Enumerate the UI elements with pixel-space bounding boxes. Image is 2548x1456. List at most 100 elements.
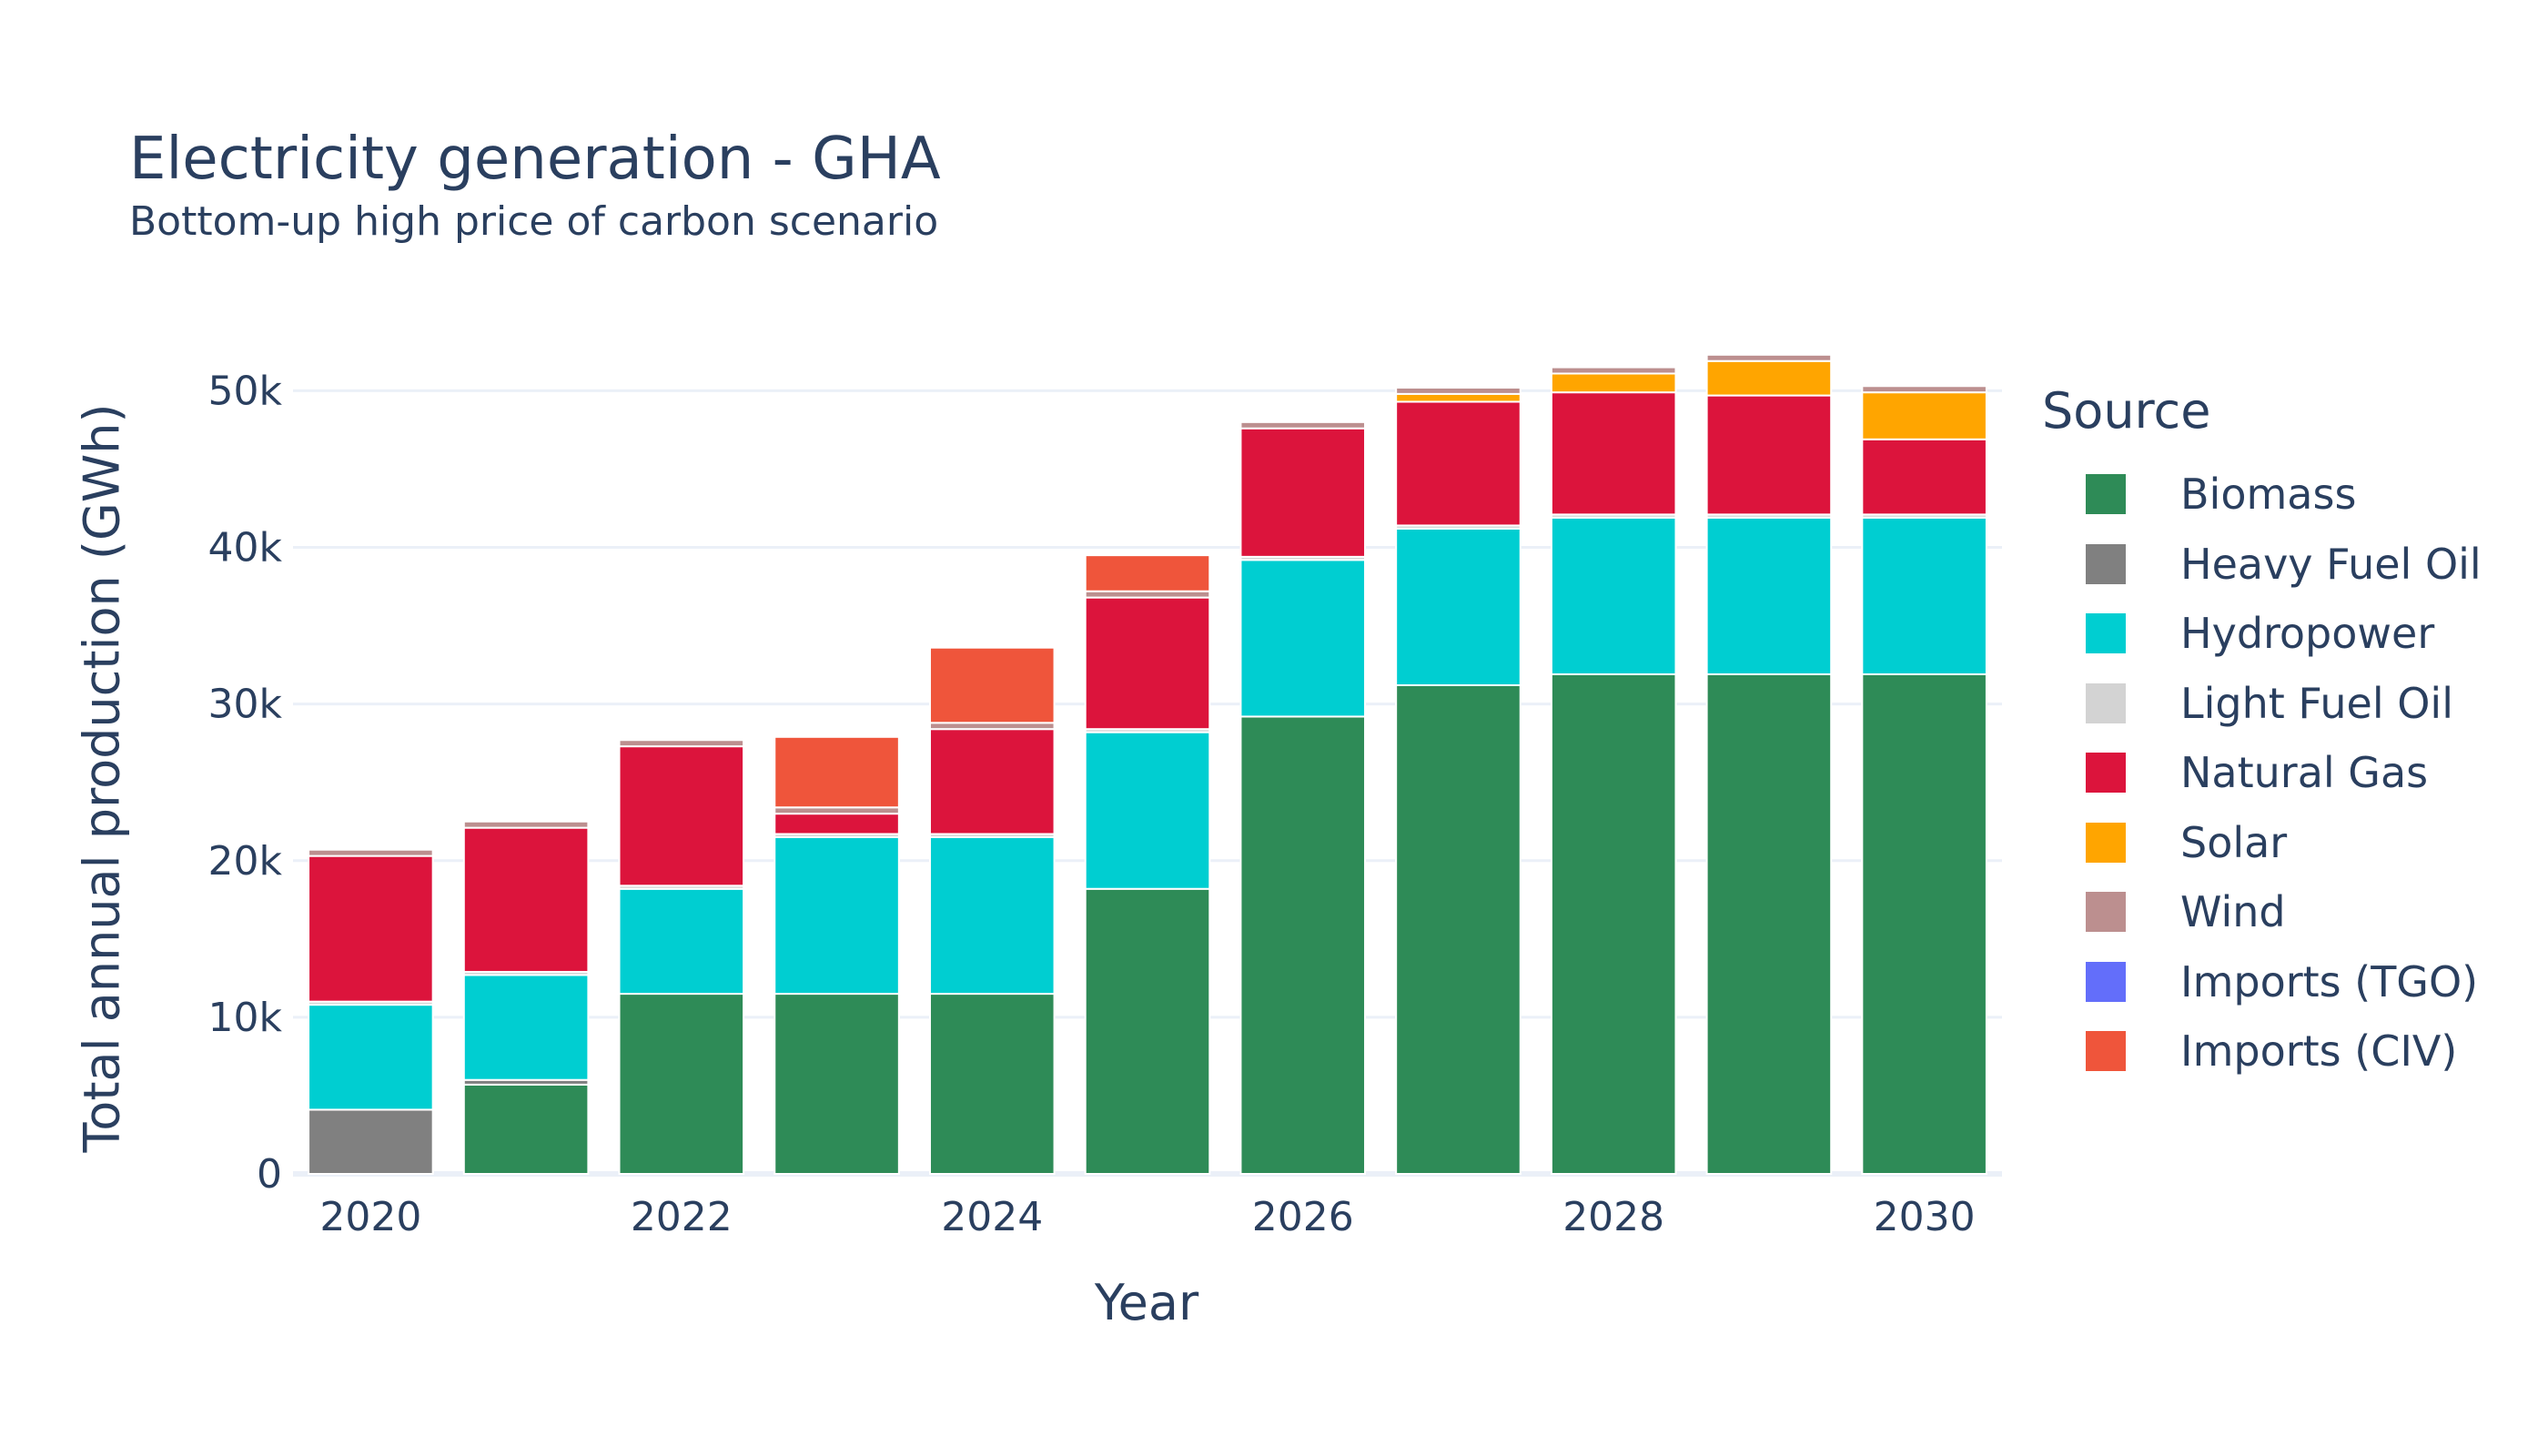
bar-segment-wind-2029 (1705, 353, 1833, 362)
bar-segment-imports-civ-2025 (1084, 554, 1211, 592)
legend-label: Biomass (2180, 470, 2357, 520)
bar-segment-wind-2022 (618, 739, 745, 748)
bar-segment-hydropower-2020 (308, 1004, 434, 1111)
bar-segment-biomass-2027 (1395, 684, 1522, 1175)
legend-item[interactable]: Natural Gas (2042, 738, 2482, 808)
legend-items: Biomass Heavy Fuel Oil Hydropower Light Fue… (2042, 460, 2482, 1087)
legend-label: Imports (TGO) (2180, 956, 2479, 1006)
legend-swatch (2086, 543, 2126, 584)
x-tick-label: 2028 (1562, 1194, 1664, 1240)
chart-title: Electricity generation - GHA (129, 126, 941, 193)
legend-swatch (2086, 753, 2126, 794)
bar-segment-hydropower-2025 (1084, 731, 1211, 890)
bar-segment-natural-gas-2028 (1550, 391, 1677, 516)
bar-segment-biomass-2022 (618, 993, 745, 1175)
x-axis-title: Year (1094, 1274, 1199, 1331)
bar-segment-imports-civ-2024 (928, 646, 1056, 724)
bar-segment-heavy-fuel-oil-2020 (308, 1108, 434, 1176)
legend-swatch (2086, 1031, 2126, 1072)
legend-item[interactable]: Imports (CIV) (2042, 1016, 2482, 1087)
y-tick-labels: 0 10k 20k 30k 40k 50k (208, 368, 283, 1198)
legend-swatch (2086, 961, 2126, 1002)
bar-segment-wind-2026 (1239, 420, 1367, 430)
legend-label: Natural Gas (2180, 748, 2429, 798)
bar-segment-hydropower-2029 (1705, 516, 1833, 675)
bar-segment-natural-gas-2023 (774, 813, 900, 835)
bar-segment-wind-2021 (462, 820, 590, 829)
x-tick-label: 2030 (1874, 1194, 1976, 1240)
bar-segment-solar-2030 (1861, 391, 1987, 440)
bar-segment-hydropower-2022 (618, 887, 745, 996)
legend-swatch (2086, 822, 2126, 863)
chart-subtitle: Bottom-up high price of carbon scenario (129, 198, 939, 245)
bar-segment-wind-2028 (1550, 366, 1677, 375)
bar-segment-biomass-2026 (1239, 715, 1367, 1176)
legend-label: Light Fuel Oil (2180, 678, 2453, 728)
legend-label: Heavy Fuel Oil (2180, 539, 2482, 589)
legend-swatch (2086, 892, 2126, 933)
bar-segment-wind-2020 (308, 848, 434, 857)
bar-segment-wind-2023 (774, 806, 900, 815)
bars (308, 353, 1987, 1176)
legend-item[interactable]: Biomass (2042, 460, 2482, 530)
bar-segment-hydropower-2027 (1395, 527, 1522, 687)
bar-segment-biomass-2024 (928, 993, 1056, 1175)
bar-segment-natural-gas-2021 (462, 826, 590, 973)
y-axis-title: Total annual production (GWh) (73, 403, 131, 1153)
y-tick-label: 0 (257, 1151, 282, 1198)
bar-segment-wind-2024 (928, 722, 1056, 731)
legend-title: Source (2042, 382, 2211, 440)
legend-swatch (2086, 474, 2126, 515)
bar-segment-hydropower-2021 (462, 974, 590, 1081)
bar-segment-biomass-2023 (774, 993, 900, 1175)
bar-segment-solar-2028 (1550, 372, 1677, 394)
bar-segment-hydropower-2026 (1239, 559, 1367, 718)
bar-segment-wind-2027 (1395, 386, 1522, 395)
legend-item[interactable]: Heavy Fuel Oil (2042, 530, 2482, 600)
bar-segment-hydropower-2028 (1550, 516, 1677, 675)
x-tick-label: 2020 (319, 1194, 421, 1240)
bar-segment-natural-gas-2022 (618, 745, 745, 887)
y-tick-label: 10k (208, 995, 283, 1041)
bar-segment-hydropower-2023 (774, 835, 900, 996)
legend-label: Hydropower (2180, 609, 2435, 659)
bar-segment-hydropower-2024 (928, 835, 1056, 996)
bar-segment-natural-gas-2024 (928, 728, 1056, 835)
y-tick-label: 20k (208, 838, 283, 885)
bar-segment-wind-2025 (1084, 590, 1211, 599)
legend-label: Solar (2180, 817, 2288, 867)
bar-segment-biomass-2029 (1705, 672, 1833, 1175)
bar-segment-natural-gas-2025 (1084, 596, 1211, 731)
bar-segment-natural-gas-2027 (1395, 400, 1522, 527)
x-tick-label: 2024 (941, 1194, 1043, 1240)
legend-item[interactable]: Wind (2042, 877, 2482, 947)
bar-segment-natural-gas-2026 (1239, 427, 1367, 558)
bar-segment-wind-2030 (1861, 385, 1987, 394)
bar-segment-solar-2029 (1705, 359, 1833, 397)
bar-segment-biomass-2030 (1861, 672, 1987, 1175)
legend-item[interactable]: Solar (2042, 808, 2482, 878)
x-tick-label: 2022 (631, 1194, 733, 1240)
bar-segment-biomass-2021 (462, 1083, 590, 1176)
legend-swatch (2086, 613, 2126, 654)
bar-segment-solar-2027 (1395, 392, 1522, 403)
bar-segment-biomass-2025 (1084, 887, 1211, 1175)
legend-label: Wind (2180, 887, 2286, 937)
legend-label: Imports (CIV) (2180, 1026, 2458, 1077)
y-tick-label: 30k (208, 682, 283, 728)
bar-segment-biomass-2028 (1550, 672, 1677, 1175)
bar-segment-hydropower-2030 (1861, 516, 1987, 675)
legend-swatch (2086, 682, 2126, 723)
legend-item[interactable]: Hydropower (2042, 599, 2482, 669)
x-tick-label: 2026 (1252, 1194, 1354, 1240)
y-tick-label: 50k (208, 368, 283, 414)
legend-item[interactable]: Imports (TGO) (2042, 947, 2482, 1017)
bar-segment-natural-gas-2029 (1705, 394, 1833, 516)
bar-segment-natural-gas-2020 (308, 854, 434, 1003)
legend-item[interactable]: Light Fuel Oil (2042, 669, 2482, 739)
legend: Source Biomass Heavy Fuel Oil Hydropower Li… (2042, 382, 2482, 1087)
bar-segment-natural-gas-2030 (1861, 438, 1987, 516)
y-tick-label: 40k (208, 525, 283, 571)
bar-segment-imports-civ-2023 (774, 735, 900, 809)
